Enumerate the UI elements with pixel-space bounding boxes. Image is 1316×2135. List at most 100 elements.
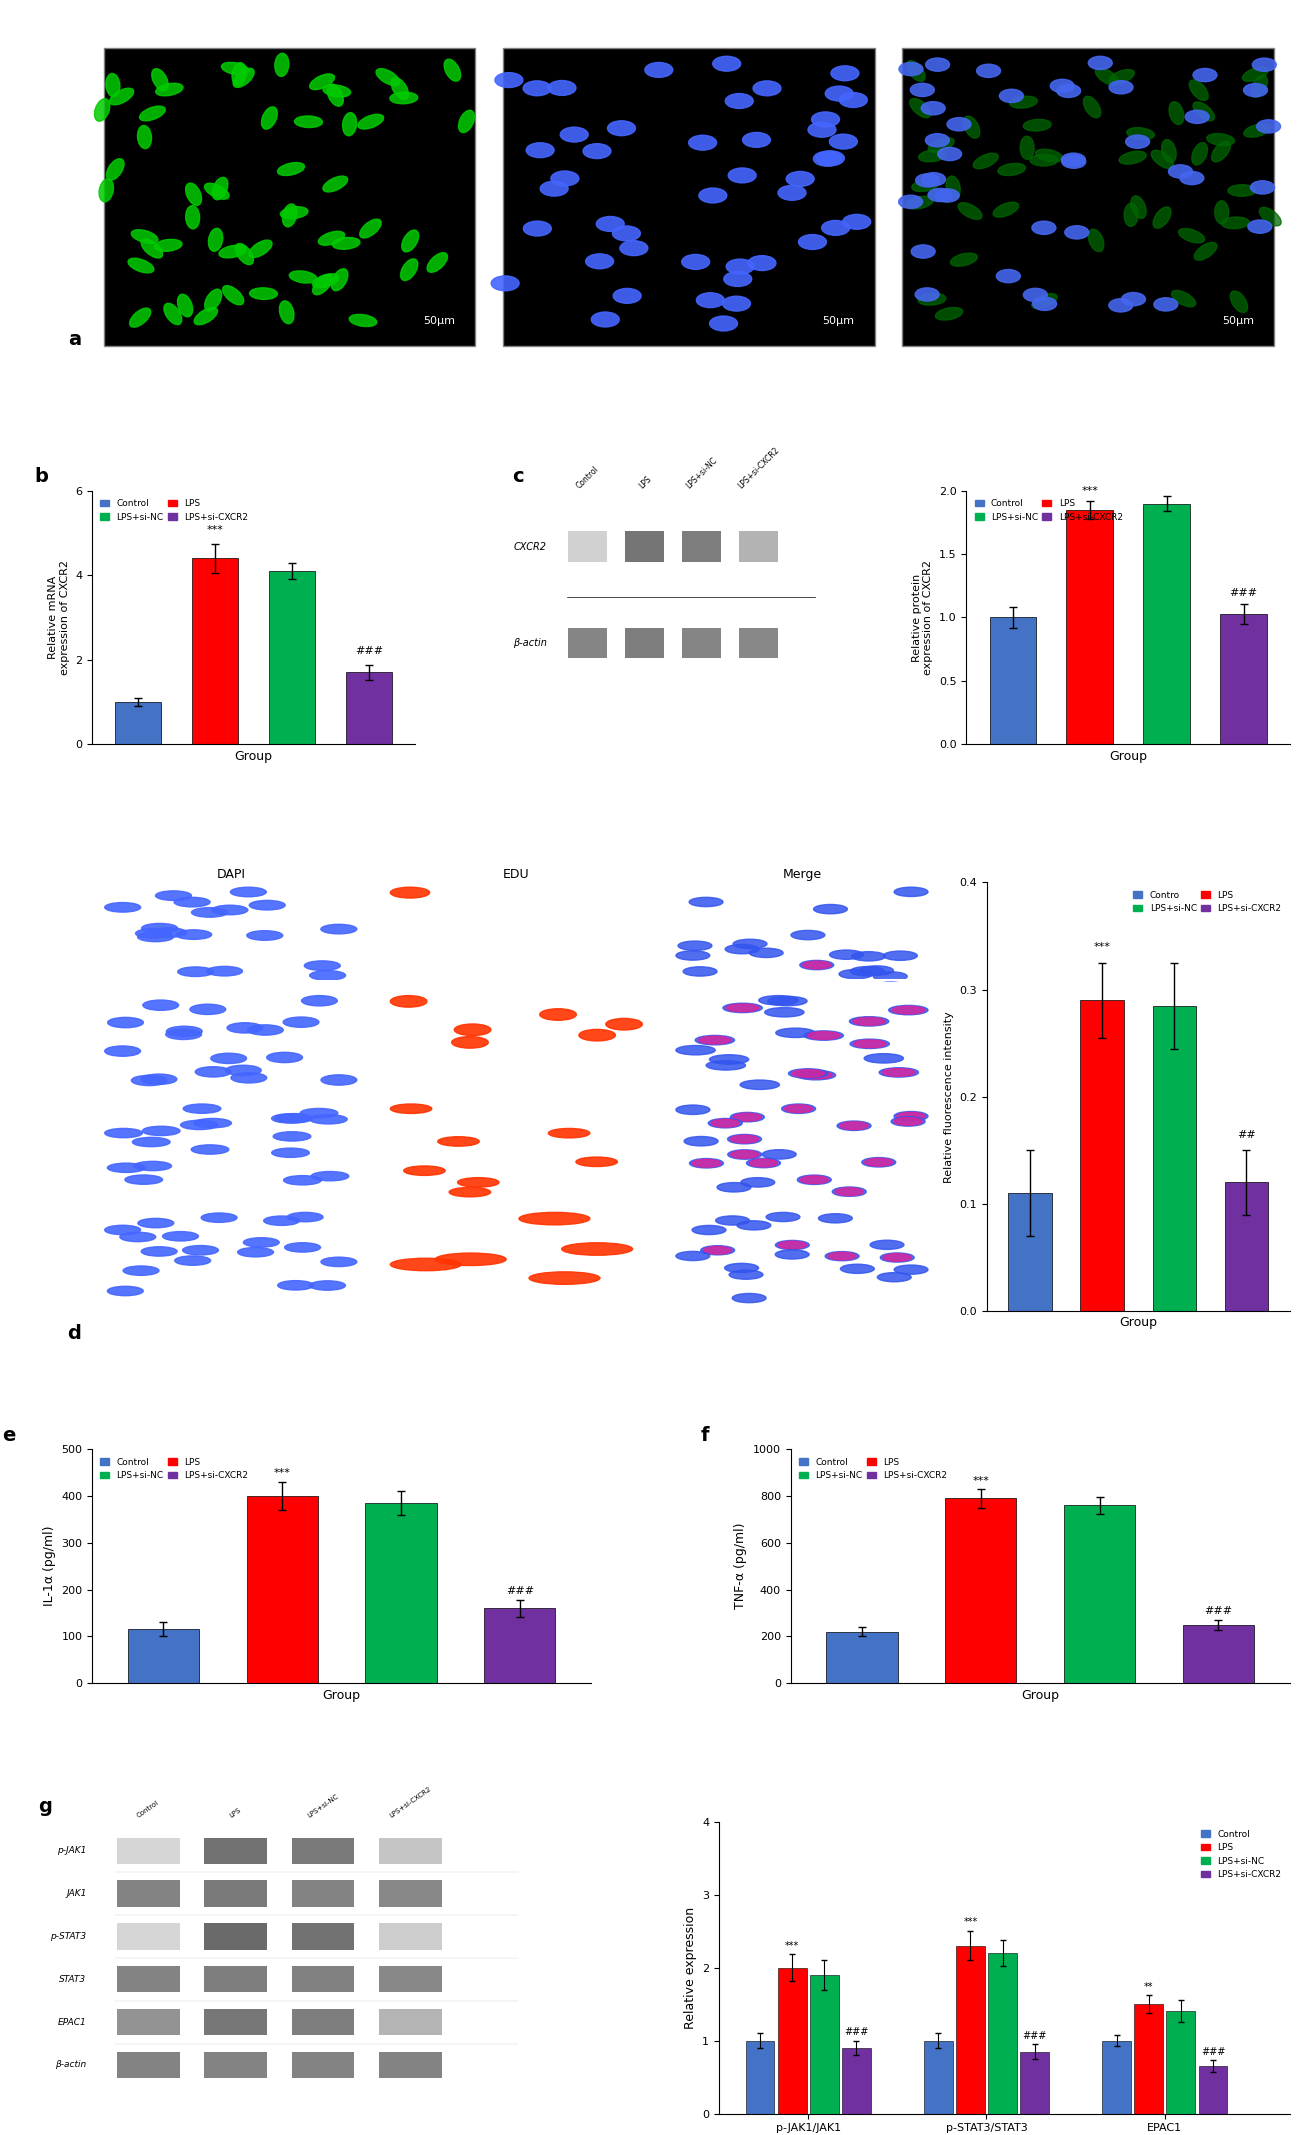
Text: ###: ### [1200,2047,1225,2056]
Text: EPAC1: EPAC1 [58,2018,87,2026]
FancyBboxPatch shape [292,1966,354,1992]
Ellipse shape [676,950,709,961]
Ellipse shape [105,73,120,96]
Ellipse shape [912,179,940,192]
Ellipse shape [709,1055,749,1063]
Ellipse shape [359,220,382,237]
Ellipse shape [1257,120,1280,132]
Ellipse shape [390,92,417,105]
Ellipse shape [749,948,783,956]
Ellipse shape [120,1232,155,1243]
Ellipse shape [776,1029,815,1038]
Ellipse shape [829,950,863,959]
Ellipse shape [1032,222,1055,235]
Ellipse shape [766,1213,800,1221]
Text: ***: *** [274,1469,291,1477]
Ellipse shape [891,1117,925,1125]
Ellipse shape [1088,228,1104,252]
Ellipse shape [1250,181,1274,194]
Ellipse shape [907,60,925,81]
Bar [924,2041,953,2114]
Ellipse shape [250,288,278,299]
Text: ***: *** [207,525,224,536]
Ellipse shape [1057,83,1080,98]
X-axis label: Group: Group [234,749,272,762]
Ellipse shape [586,254,613,269]
Y-axis label: Relative expression: Relative expression [683,1907,696,2028]
FancyBboxPatch shape [503,47,875,346]
Ellipse shape [832,1187,866,1196]
Bar [1153,1006,1196,1311]
Ellipse shape [139,107,166,122]
FancyBboxPatch shape [204,2009,267,2035]
Ellipse shape [1253,58,1277,70]
Text: d: d [67,1324,80,1343]
Ellipse shape [547,81,576,96]
Ellipse shape [576,1157,617,1166]
Ellipse shape [921,102,945,115]
Text: 50μm: 50μm [424,316,455,327]
Ellipse shape [911,246,936,258]
Ellipse shape [716,1217,750,1225]
Y-axis label: Relative protein
expression of CXCR2: Relative protein expression of CXCR2 [912,559,933,675]
Ellipse shape [183,1104,221,1112]
Bar [826,1631,898,1682]
Text: LPS+si-NC: LPS+si-NC [684,457,720,491]
Ellipse shape [1030,154,1058,167]
Ellipse shape [929,190,957,201]
Ellipse shape [540,181,569,196]
Text: ##: ## [1237,1129,1255,1140]
Bar [955,1945,984,2114]
Ellipse shape [837,1121,871,1132]
Ellipse shape [936,307,963,320]
Ellipse shape [1169,102,1184,124]
Ellipse shape [678,942,712,950]
Ellipse shape [842,214,871,228]
Ellipse shape [141,1247,178,1255]
Ellipse shape [99,179,113,203]
Ellipse shape [682,254,709,269]
Ellipse shape [722,1003,762,1012]
Ellipse shape [142,924,178,933]
Ellipse shape [1109,70,1134,83]
Ellipse shape [164,303,182,325]
Ellipse shape [865,1159,892,1166]
Ellipse shape [401,231,418,252]
Ellipse shape [804,1031,844,1040]
Ellipse shape [249,901,286,910]
Ellipse shape [791,931,825,939]
Ellipse shape [713,56,741,70]
Ellipse shape [95,98,109,122]
FancyBboxPatch shape [569,532,608,562]
Text: ###: ### [1229,589,1258,598]
Ellipse shape [1244,124,1270,137]
Ellipse shape [704,1247,732,1253]
Title: DAPI: DAPI [216,869,245,882]
Ellipse shape [1180,171,1204,184]
Bar [1134,2005,1163,2114]
Ellipse shape [105,1046,141,1057]
Ellipse shape [249,239,272,258]
Ellipse shape [263,1217,300,1225]
Bar [128,1629,199,1682]
Ellipse shape [905,196,933,209]
Ellipse shape [730,1112,765,1121]
Ellipse shape [349,314,376,327]
Ellipse shape [1083,96,1100,117]
Text: b: b [34,468,47,487]
Ellipse shape [894,1112,928,1121]
Y-axis label: Relative mRNA
expression of CXCR2: Relative mRNA expression of CXCR2 [49,559,70,675]
Ellipse shape [143,999,179,1010]
FancyBboxPatch shape [117,2009,179,2035]
Ellipse shape [728,169,757,184]
Text: STAT3: STAT3 [59,1975,87,1983]
Ellipse shape [700,1245,734,1255]
Ellipse shape [878,1272,911,1281]
Ellipse shape [797,1174,832,1185]
Ellipse shape [803,961,830,969]
Ellipse shape [683,967,717,976]
Ellipse shape [1050,79,1074,92]
X-axis label: Group: Group [1021,1689,1059,1702]
Ellipse shape [728,1134,762,1144]
Ellipse shape [105,1129,142,1138]
